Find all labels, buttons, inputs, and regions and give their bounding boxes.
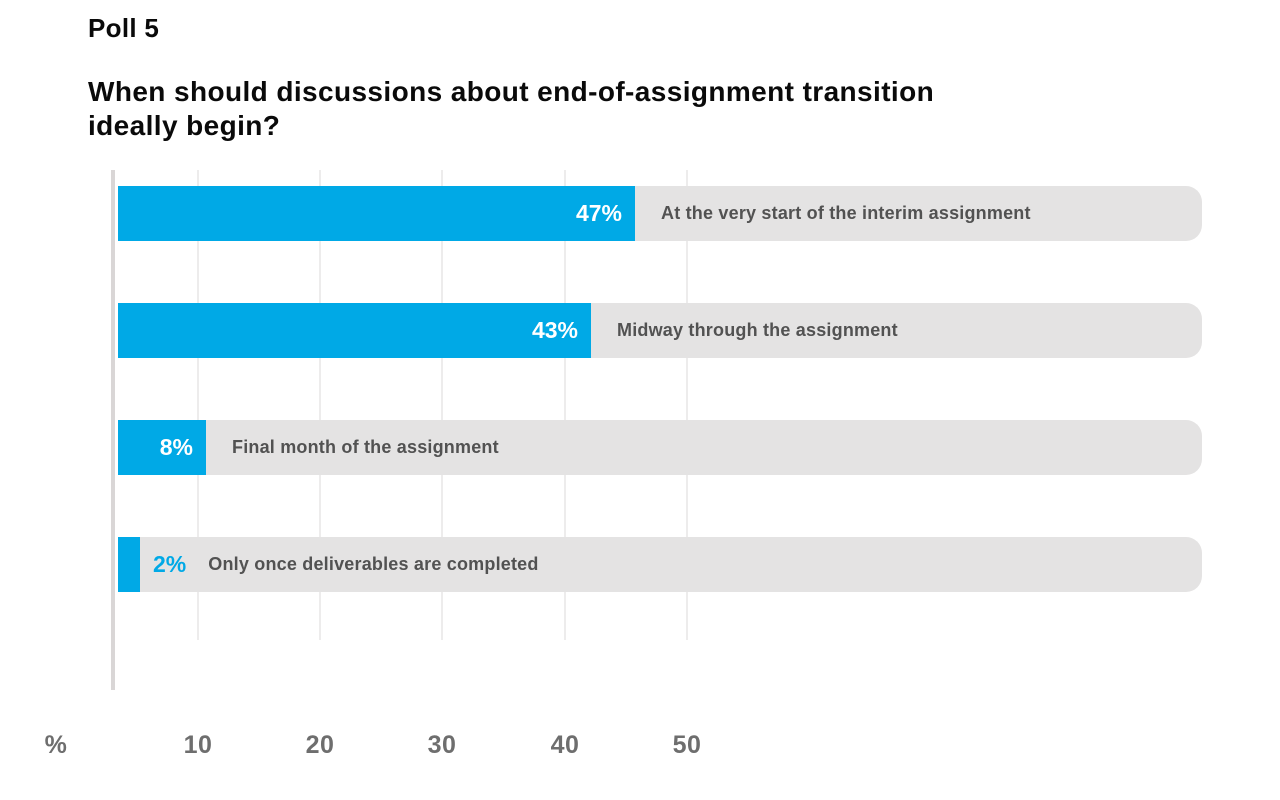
x-axis-tick-label: 20 xyxy=(305,731,335,759)
poll-question-line1: When should discussions about end-of-ass… xyxy=(88,76,935,107)
bar xyxy=(118,537,140,592)
value-label: 47% xyxy=(575,200,622,226)
category-label: Only once deliverables are completed xyxy=(208,554,539,574)
bar: 43% xyxy=(118,303,591,358)
x-axis-tick-label: 50 xyxy=(672,731,702,759)
bar: 8% xyxy=(118,420,206,475)
category-label: At the very start of the interim assignm… xyxy=(661,203,1031,223)
bar-track: 43% Midway through the assignment xyxy=(118,303,1202,358)
value-label: 2% xyxy=(153,551,187,577)
y-axis-line xyxy=(111,170,115,690)
poll-question: When should discussions about end-of-ass… xyxy=(88,75,934,143)
category-label: Midway through the assignment xyxy=(617,320,898,340)
gridline xyxy=(686,170,688,640)
bar-track: 8% Final month of the assignment xyxy=(118,420,1202,475)
category-label: Final month of the assignment xyxy=(232,437,499,457)
x-axis-tick-label: 10 xyxy=(183,731,213,759)
gridline xyxy=(441,170,443,640)
value-label: 8% xyxy=(159,434,193,460)
bar: 47% xyxy=(118,186,635,241)
poll-number-label: Poll 5 xyxy=(88,13,160,43)
x-axis-tick-label: 30 xyxy=(427,731,457,759)
value-label: 43% xyxy=(531,317,578,343)
gridline xyxy=(197,170,199,640)
poll-question-line2: ideally begin? xyxy=(88,110,281,141)
bar-track: 2% Only once deliverables are completed xyxy=(118,537,1202,592)
x-axis-tick-label: 40 xyxy=(550,731,580,759)
gridline xyxy=(319,170,321,640)
bar-track: 47% At the very start of the interim assi… xyxy=(118,186,1202,241)
x-axis-unit-label: % xyxy=(44,731,68,759)
gridline xyxy=(564,170,566,640)
